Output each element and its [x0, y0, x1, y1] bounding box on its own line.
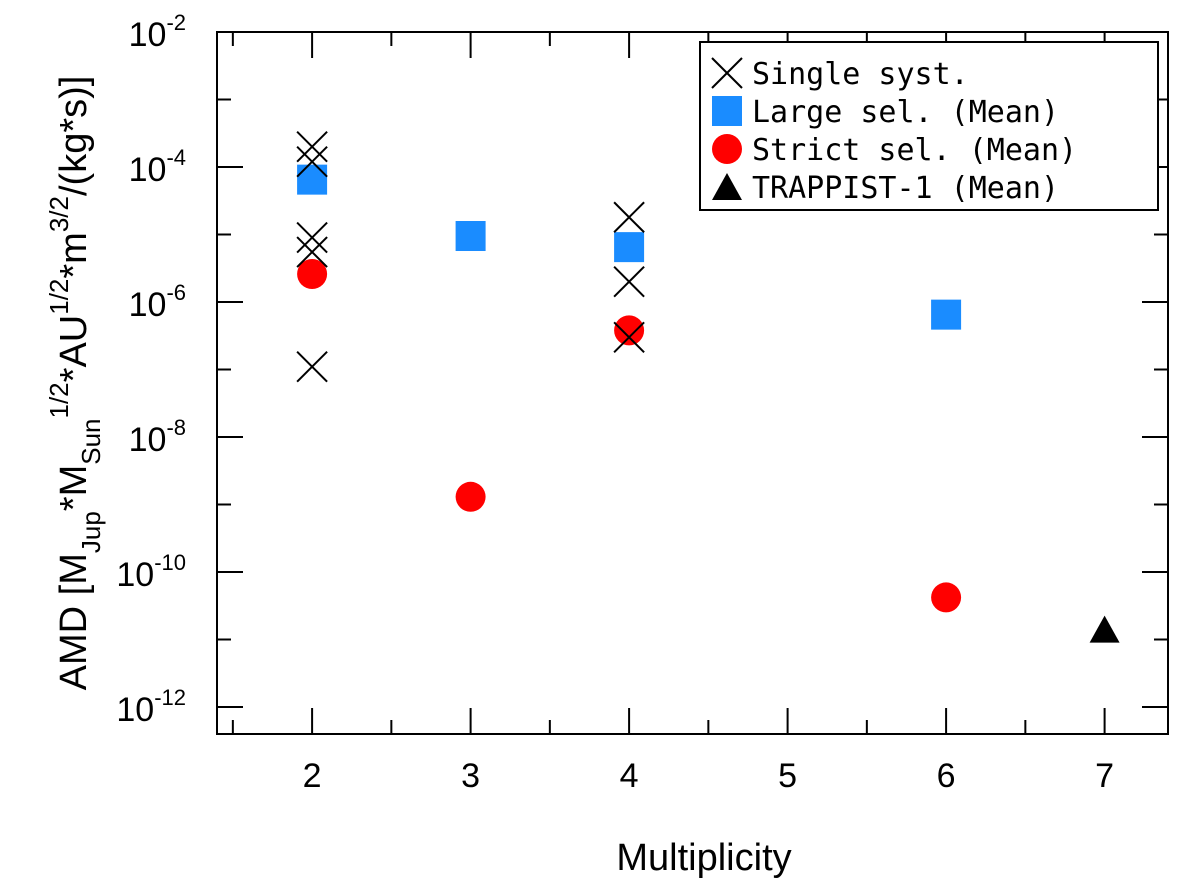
legend-box: [699, 41, 1159, 211]
square-marker: [712, 96, 742, 126]
series-square: [297, 164, 962, 330]
circle-marker: [712, 134, 742, 164]
square-marker: [297, 164, 328, 195]
legend-label: Strict sel. (Mean): [752, 133, 1077, 168]
legend-label: Large sel. (Mean): [752, 95, 1059, 130]
y-tick-label: 10-6: [129, 280, 186, 324]
cross-stroke: [296, 350, 328, 383]
cross-marker: [296, 130, 328, 163]
cross-marker: [613, 321, 645, 354]
legend-label: TRAPPIST-1 (Mean): [752, 171, 1059, 206]
cross-marker: [296, 221, 328, 254]
cross-stroke: [296, 236, 328, 268]
cross-stroke: [711, 57, 743, 89]
y-tick-label: 10-8: [129, 415, 186, 459]
x-tick-label: 3: [461, 757, 480, 795]
circle-marker: [297, 258, 328, 289]
cross-stroke: [296, 221, 328, 254]
triangle-marker: [712, 173, 742, 200]
cross-marker: [296, 350, 328, 383]
x-tick-label: 4: [620, 757, 639, 795]
y-tick-label: 10-12: [116, 685, 186, 729]
square-marker: [455, 221, 486, 252]
legend-label: Single syst.: [752, 57, 969, 92]
square-marker: [614, 232, 645, 263]
cross-marker: [613, 265, 645, 298]
x-tick-label: 2: [303, 757, 322, 795]
y-tick-label: 10-2: [129, 10, 186, 54]
y-tick-label: 10-4: [129, 145, 186, 189]
cross-stroke: [613, 321, 645, 354]
plot-frame: [216, 31, 1169, 735]
legend: Single syst.Large sel. (Mean)Strict sel.…: [699, 41, 1159, 211]
cross-marker: [613, 201, 645, 233]
y-axis-title: AMD [MJup*MSun1/2*AU1/2*m3/2/(kg*s)]: [44, 76, 106, 691]
x-tick-label: 6: [937, 757, 956, 795]
series-circle: [297, 258, 962, 613]
data-points: [296, 130, 1120, 643]
x-axis-title: Multiplicity: [616, 837, 791, 879]
square-marker: [931, 299, 962, 330]
triangle-marker: [1089, 615, 1120, 643]
cross-stroke: [296, 130, 328, 163]
cross-marker: [711, 57, 743, 89]
circle-marker: [614, 315, 645, 346]
x-tick-label: 7: [1095, 757, 1114, 795]
cross-stroke: [613, 265, 645, 298]
series-triangle: [1089, 615, 1120, 643]
series-x: [296, 130, 645, 383]
x-tick-labels: 2 3 4 5 6 7: [303, 757, 1114, 795]
cross-stroke: [613, 201, 645, 233]
y-axis-label-text: AMD [MJup*MSun1/2*AU1/2*m3/2/(kg*s)]: [44, 76, 106, 691]
cross-marker: [296, 236, 328, 268]
x-tick-label: 5: [778, 757, 797, 795]
circle-marker: [931, 582, 962, 613]
cross-stroke: [296, 145, 328, 178]
y-tick-labels: 10-2 10-4 10-6 10-8 10-10 10-12: [116, 10, 186, 729]
y-tick-label: 10-10: [116, 550, 186, 594]
cross-marker: [296, 145, 328, 178]
circle-marker: [455, 481, 486, 512]
